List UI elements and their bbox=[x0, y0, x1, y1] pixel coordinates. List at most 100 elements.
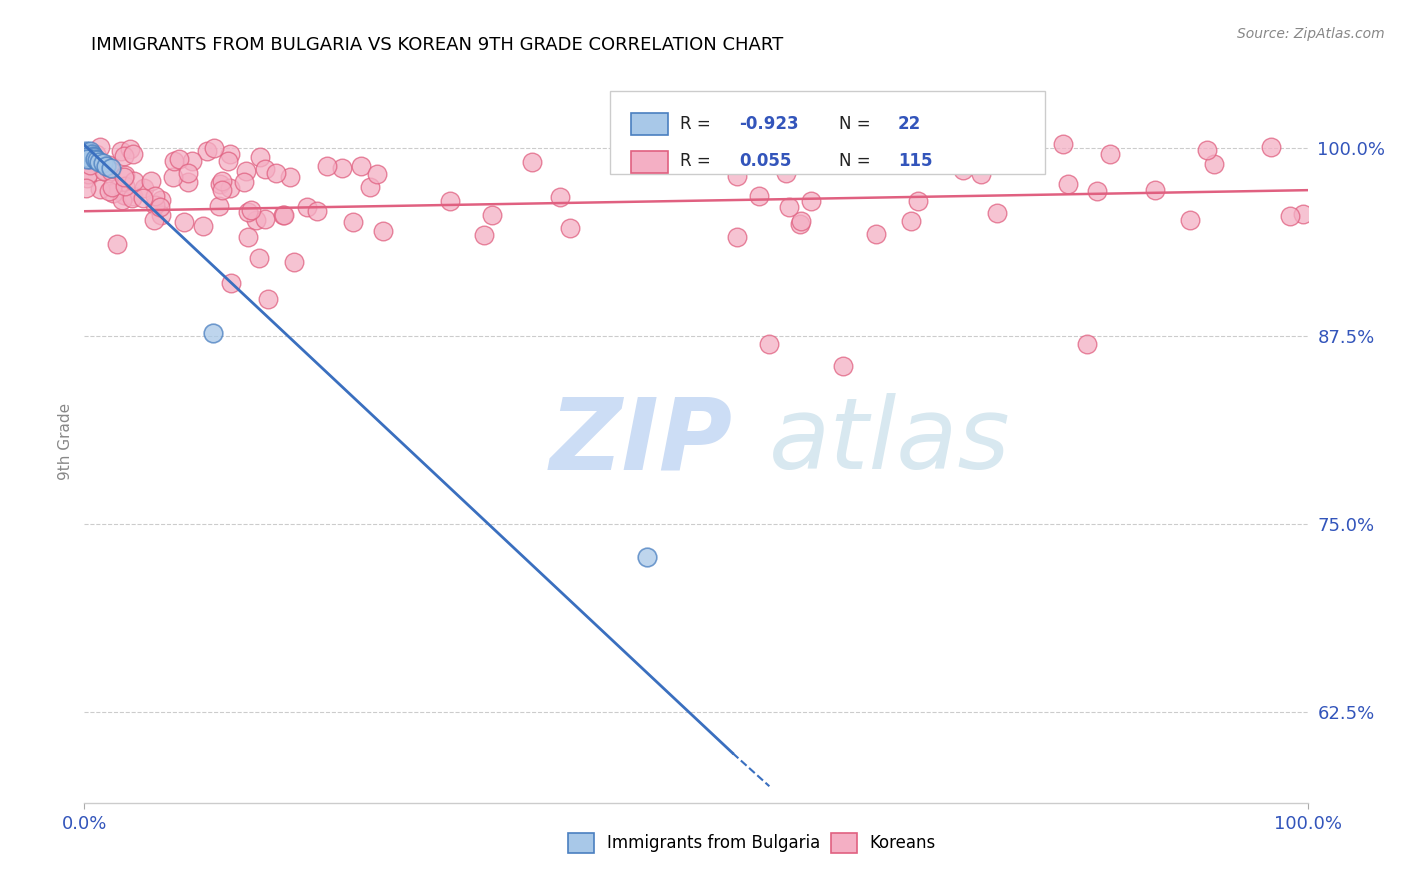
Point bbox=[249, 151, 271, 165]
Text: Immigrants from Bulgaria: Immigrants from Bulgaria bbox=[606, 833, 820, 852]
Point bbox=[295, 200, 318, 214]
Point bbox=[121, 191, 143, 205]
Point bbox=[84, 147, 107, 161]
Text: 22: 22 bbox=[898, 114, 921, 133]
Point bbox=[112, 169, 135, 184]
Point bbox=[89, 182, 111, 196]
Point bbox=[1279, 209, 1302, 223]
Text: Koreans: Koreans bbox=[870, 833, 936, 852]
Point bbox=[1143, 183, 1166, 197]
Point bbox=[107, 181, 129, 195]
Point bbox=[770, 145, 793, 159]
Point bbox=[330, 161, 353, 176]
Point bbox=[236, 204, 259, 219]
Point bbox=[77, 145, 100, 160]
Point bbox=[439, 194, 461, 208]
Point bbox=[76, 152, 98, 166]
Point bbox=[1197, 143, 1219, 157]
Text: N =: N = bbox=[839, 114, 876, 133]
Point bbox=[966, 144, 988, 158]
Text: IMMIGRANTS FROM BULGARIA VS KOREAN 9TH GRADE CORRELATION CHART: IMMIGRANTS FROM BULGARIA VS KOREAN 9TH G… bbox=[91, 36, 783, 54]
Point bbox=[86, 153, 108, 167]
Point bbox=[790, 214, 813, 228]
Point bbox=[84, 152, 107, 166]
Point bbox=[100, 161, 122, 175]
Point bbox=[101, 179, 124, 194]
Point bbox=[77, 148, 100, 162]
Point bbox=[83, 150, 105, 164]
Point bbox=[472, 227, 495, 242]
Point bbox=[907, 194, 929, 208]
Point bbox=[239, 203, 262, 218]
Point bbox=[350, 159, 373, 173]
Text: ZIP: ZIP bbox=[550, 393, 733, 490]
Point bbox=[191, 219, 214, 233]
Point bbox=[76, 147, 98, 161]
Point bbox=[124, 174, 146, 188]
Point bbox=[253, 162, 276, 177]
Text: 115: 115 bbox=[898, 153, 932, 170]
Point bbox=[149, 208, 172, 222]
Point bbox=[307, 204, 329, 219]
Text: 0.055: 0.055 bbox=[738, 153, 792, 170]
Point bbox=[162, 170, 184, 185]
Point bbox=[131, 191, 153, 205]
Text: N =: N = bbox=[839, 153, 876, 170]
Point bbox=[76, 145, 98, 160]
Point bbox=[789, 217, 811, 231]
Point bbox=[91, 156, 114, 170]
Point bbox=[87, 154, 110, 169]
Point bbox=[101, 186, 124, 200]
Point bbox=[180, 154, 202, 169]
Point bbox=[201, 326, 224, 341]
Point bbox=[79, 144, 101, 158]
Point bbox=[725, 230, 748, 244]
FancyBboxPatch shape bbox=[568, 833, 595, 853]
Point bbox=[952, 162, 974, 177]
Point bbox=[758, 336, 780, 351]
Point bbox=[111, 194, 134, 208]
Point bbox=[77, 150, 100, 164]
Point bbox=[93, 163, 115, 178]
Point bbox=[831, 359, 853, 374]
Point bbox=[100, 164, 122, 178]
Point bbox=[775, 166, 797, 180]
Point bbox=[112, 188, 135, 202]
Point bbox=[520, 155, 543, 169]
Point bbox=[219, 277, 242, 291]
Point bbox=[141, 174, 163, 188]
Point bbox=[122, 147, 145, 161]
Point bbox=[79, 152, 101, 166]
Text: atlas: atlas bbox=[769, 393, 1011, 490]
Point bbox=[114, 179, 136, 194]
Point bbox=[1085, 184, 1108, 198]
Point bbox=[257, 292, 280, 306]
Point bbox=[118, 142, 141, 156]
Point bbox=[747, 189, 769, 203]
Point bbox=[177, 175, 200, 189]
Point bbox=[89, 140, 111, 154]
Point bbox=[278, 169, 301, 184]
Point bbox=[725, 169, 748, 183]
Point bbox=[75, 180, 97, 194]
Text: R =: R = bbox=[681, 114, 716, 133]
Point bbox=[359, 179, 381, 194]
Point bbox=[195, 144, 218, 158]
Text: Source: ZipAtlas.com: Source: ZipAtlas.com bbox=[1237, 27, 1385, 41]
Point bbox=[236, 230, 259, 244]
Point bbox=[266, 166, 288, 180]
Point bbox=[211, 174, 233, 188]
Point bbox=[636, 550, 658, 565]
Point bbox=[110, 144, 132, 158]
FancyBboxPatch shape bbox=[631, 113, 668, 135]
Point bbox=[93, 163, 115, 178]
Point bbox=[143, 198, 166, 212]
Point bbox=[208, 198, 231, 212]
Point bbox=[1057, 178, 1080, 192]
Point bbox=[1204, 157, 1226, 171]
Point bbox=[208, 178, 231, 192]
Point bbox=[1178, 213, 1201, 227]
Point bbox=[315, 159, 337, 173]
Point bbox=[371, 224, 394, 238]
Point bbox=[75, 144, 97, 158]
